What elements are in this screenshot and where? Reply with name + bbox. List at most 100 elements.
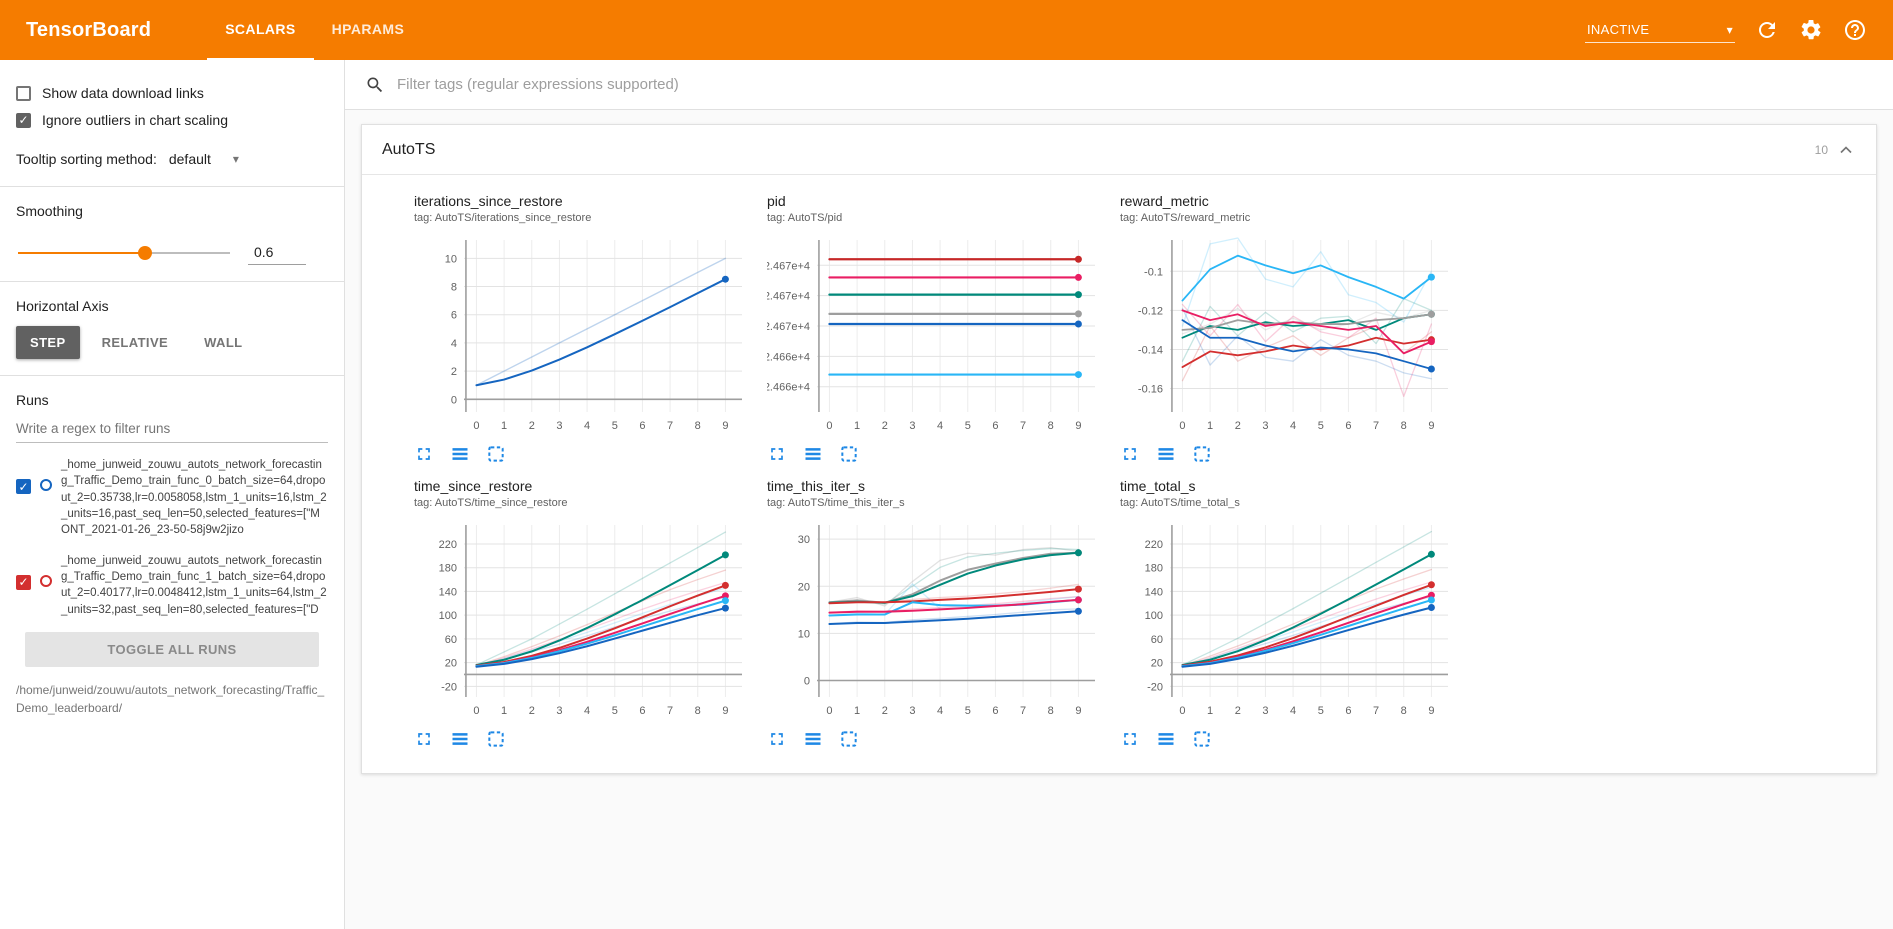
expand-chart-icon[interactable]: [767, 729, 787, 749]
fit-domain-icon[interactable]: [486, 729, 506, 749]
expand-chart-icon[interactable]: [1120, 444, 1140, 464]
checkbox-icon[interactable]: [16, 85, 31, 101]
smoothing-value[interactable]: 0.6: [248, 241, 306, 265]
tab-hparams[interactable]: HPARAMS: [331, 21, 405, 37]
help-icon[interactable]: [1843, 18, 1867, 42]
axis-wall-button[interactable]: WALL: [190, 326, 256, 359]
show-download-links-checkbox[interactable]: Show data download links: [16, 85, 328, 101]
axis-step-button[interactable]: STEP: [16, 326, 80, 359]
data-list-icon[interactable]: [450, 444, 470, 464]
expand-chart-icon[interactable]: [767, 444, 787, 464]
svg-text:6: 6: [1345, 705, 1351, 717]
fit-domain-icon[interactable]: [1192, 729, 1212, 749]
fit-domain-icon[interactable]: [839, 729, 859, 749]
expand-chart-icon[interactable]: [414, 729, 434, 749]
svg-text:-0.16: -0.16: [1138, 384, 1163, 396]
chart-tag: tag: AutoTS/time_total_s: [1120, 497, 1240, 509]
checkbox-icon[interactable]: [16, 112, 31, 128]
fit-domain-icon[interactable]: [486, 444, 506, 464]
fit-domain-icon[interactable]: [839, 444, 859, 464]
expand-chart-icon[interactable]: [1120, 729, 1140, 749]
divider: [0, 186, 344, 187]
svg-text:2: 2: [1235, 705, 1241, 717]
axis-relative-button[interactable]: RELATIVE: [88, 326, 183, 359]
sidebar: Show data download links Ignore outliers…: [0, 60, 345, 929]
data-list-icon[interactable]: [450, 729, 470, 749]
run-isolator-radio[interactable]: [40, 479, 52, 491]
svg-text:140: 140: [1145, 586, 1163, 598]
chart-plot[interactable]: -0.1 -0.12 -0.14 -0.16 0 1 2 3 4 5 6 7 8 9: [1120, 232, 1460, 438]
data-list-icon[interactable]: [803, 729, 823, 749]
run-checkbox[interactable]: [16, 479, 31, 494]
settings-gear-icon[interactable]: [1799, 18, 1823, 42]
svg-text:180: 180: [439, 563, 457, 575]
run-label: _home_junweid_zouwu_autots_network_forec…: [61, 459, 327, 537]
chevron-down-icon: ▾: [1726, 22, 1733, 37]
toggle-all-runs-button[interactable]: TOGGLE ALL RUNS: [25, 631, 319, 667]
svg-text:220: 220: [439, 539, 457, 551]
chart-plot[interactable]: 30 20 10 0 0 1 2 3 4 5 6 7 8 9: [767, 517, 1107, 723]
fit-domain-icon[interactable]: [1192, 444, 1212, 464]
ignore-outliers-checkbox[interactable]: Ignore outliers in chart scaling: [16, 112, 328, 128]
svg-text:0: 0: [473, 420, 479, 432]
svg-text:60: 60: [445, 634, 457, 646]
run-isolator-radio[interactable]: [40, 574, 52, 587]
tooltip-sorting-select[interactable]: default ▾: [167, 148, 241, 170]
svg-text:6: 6: [639, 420, 645, 432]
chart-toolbar: [1120, 444, 1460, 464]
chevron-up-icon[interactable]: [1836, 140, 1856, 160]
chart-plot[interactable]: 220 180 140 100 60 20 -20 0 1 2 3 4 5 6 7 8 9: [1120, 517, 1460, 723]
checkbox-label: Ignore outliers in chart scaling: [42, 112, 228, 128]
chart-tag: tag: AutoTS/reward_metric: [1120, 212, 1251, 224]
chart-title: pid: [767, 193, 786, 209]
chart-plot[interactable]: 0 2 4 6 8 10 0 1 2 3 4 5 6 7 8 9: [414, 232, 754, 438]
svg-text:6: 6: [451, 310, 457, 322]
svg-text:4: 4: [937, 420, 943, 432]
run-checkbox[interactable]: [16, 574, 31, 590]
data-list-icon[interactable]: [803, 444, 823, 464]
chart-plot[interactable]: 2.467e+4 2.467e+4 2.467e+4 2.466e+4 2.466e+4…: [767, 232, 1107, 438]
tag-group-title: AutoTS: [382, 140, 436, 158]
svg-text:100: 100: [1145, 610, 1163, 622]
run-item[interactable]: _home_junweid_zouwu_autots_network_forec…: [16, 457, 328, 539]
svg-text:7: 7: [667, 705, 673, 717]
chart-toolbar: [1120, 729, 1460, 749]
svg-text:2: 2: [882, 705, 888, 717]
svg-text:6: 6: [639, 705, 645, 717]
run-item[interactable]: _home_junweid_zouwu_autots_network_forec…: [16, 553, 328, 618]
chart-count: 10: [1814, 142, 1828, 157]
expand-chart-icon[interactable]: [414, 444, 434, 464]
svg-text:8: 8: [1048, 705, 1054, 717]
tag-filter-input[interactable]: [395, 75, 1873, 94]
svg-text:8: 8: [451, 282, 457, 294]
tag-filter-bar: [345, 60, 1893, 110]
slider-fill: [18, 252, 146, 254]
svg-text:1: 1: [501, 420, 507, 432]
tab-scalars[interactable]: SCALARS: [207, 0, 314, 60]
chart-toolbar: [767, 729, 1107, 749]
status-dropdown[interactable]: INACTIVE ▾: [1585, 17, 1735, 43]
svg-text:9: 9: [1428, 705, 1434, 717]
svg-text:5: 5: [1318, 705, 1324, 717]
chart-title: reward_metric: [1120, 193, 1209, 209]
svg-text:-20: -20: [441, 681, 457, 693]
svg-text:2.467e+4: 2.467e+4: [767, 260, 810, 272]
svg-text:1: 1: [854, 705, 860, 717]
refresh-icon[interactable]: [1755, 18, 1779, 42]
tag-group-header[interactable]: AutoTS 10: [362, 125, 1876, 175]
svg-text:3: 3: [556, 705, 562, 717]
data-list-icon[interactable]: [1156, 729, 1176, 749]
main-tabs: SCALARS HPARAMS: [207, 0, 422, 60]
runs-filter-input[interactable]: [16, 414, 328, 443]
chart-plot[interactable]: 220 180 140 100 60 20 -20 0 1 2 3 4 5 6 7 8 9: [414, 517, 754, 723]
svg-text:9: 9: [1075, 705, 1081, 717]
data-list-icon[interactable]: [1156, 444, 1176, 464]
smoothing-control: 0.6: [18, 241, 326, 265]
slider-thumb[interactable]: [138, 246, 153, 260]
smoothing-slider[interactable]: [18, 246, 230, 260]
svg-text:5: 5: [612, 420, 618, 432]
svg-text:0: 0: [451, 394, 457, 406]
smoothing-label: Smoothing: [16, 203, 83, 219]
